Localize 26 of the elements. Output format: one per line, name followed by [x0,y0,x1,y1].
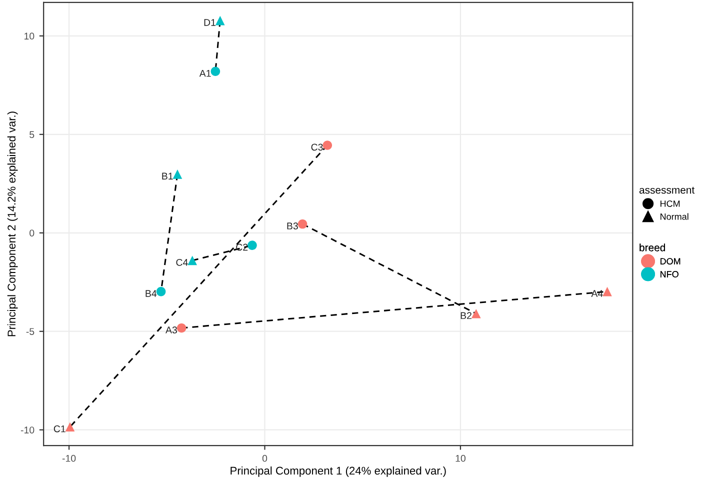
data-label: C1 [54,425,66,432]
data-label: B2 [460,312,472,319]
text: breed [640,244,665,252]
x-axis-title: Principal Component 1 (24% explained var.) [230,466,446,477]
y-axis-title: Principal Component 2 (14.2% explained var.) [7,112,18,336]
y-tick-label: 5 [30,131,34,138]
y-tick-label: 0 [30,230,34,236]
y-tick-label: -5 [26,328,34,335]
data-label: B4 [146,290,157,297]
text: assessment [639,186,695,194]
data-label: A1 [199,70,211,77]
x-tick-label: 0 [262,454,268,462]
y-tick-label: 10 [24,32,34,40]
x-tick-label: -10 [62,454,76,462]
data-label: C3 [311,144,323,151]
data-label: B3 [287,222,298,230]
data-label: B1 [162,172,173,180]
legend-label: NFO [660,271,678,278]
text: Normal [660,213,688,220]
data-label: A3 [166,326,177,334]
legend-label: DOM [660,258,680,264]
text: HCM [660,200,680,207]
data-label: C4 [176,258,188,266]
data-label: D1 [204,19,216,26]
y-tick-label: -10 [20,426,34,434]
x-tick-label: 10 [456,454,466,462]
